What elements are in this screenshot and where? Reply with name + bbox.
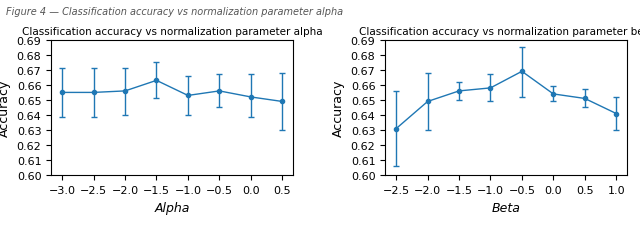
X-axis label: Beta: Beta — [492, 201, 520, 214]
Text: Figure 4 — Classification accuracy vs normalization parameter alpha: Figure 4 — Classification accuracy vs no… — [6, 7, 344, 17]
Title: Classification accuracy vs normalization parameter beta: Classification accuracy vs normalization… — [358, 27, 640, 37]
X-axis label: Alpha: Alpha — [154, 201, 190, 214]
Y-axis label: Accuracy: Accuracy — [332, 79, 345, 137]
Y-axis label: Accuracy: Accuracy — [0, 79, 11, 137]
Title: Classification accuracy vs normalization parameter alpha: Classification accuracy vs normalization… — [22, 27, 323, 37]
